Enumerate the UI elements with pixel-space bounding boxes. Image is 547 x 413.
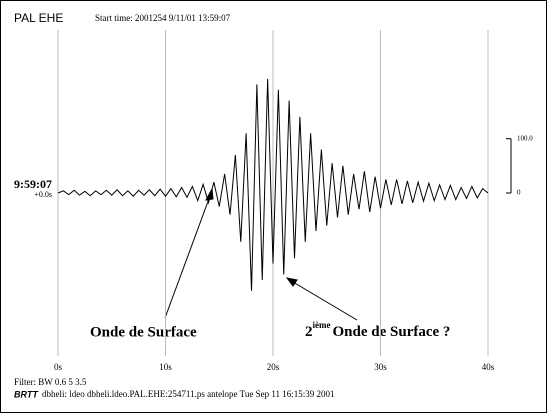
annotation: Onde de Surface (90, 324, 197, 340)
annotation: 2ième Onde de Surface ? (305, 320, 450, 340)
arrow (164, 195, 211, 319)
annotation-number: 2 (305, 324, 313, 340)
scale-label: 100.0 (517, 134, 533, 142)
start-time: Start time: 2001254 9/11/01 13:59:07 (95, 13, 231, 23)
annotation-superscript: ième (313, 320, 331, 330)
brtt: BRTT (14, 389, 39, 399)
x-tick-label: 10s (159, 362, 172, 372)
scale-label: 0 (517, 189, 521, 197)
arrows (164, 187, 358, 321)
x-tick-label: 20s (267, 362, 280, 372)
arrowhead (285, 277, 298, 287)
x-tick-label: 40s (482, 362, 495, 372)
x-tick-label: 0s (54, 362, 63, 372)
start-label: 9:59:07 (14, 177, 52, 191)
offset-label: +0.0s (34, 190, 52, 199)
filter: Filter: BW 0.6 5 3.5 (14, 377, 87, 387)
x-tick-label: 30s (374, 362, 387, 372)
footer-info: dbheli: ldeo dbheli.ldeo.PAL.EHE:254711.… (42, 389, 335, 399)
annotation-text: Onde de Surface ? (333, 324, 451, 340)
arrow (292, 281, 358, 321)
trace (57, 78, 489, 291)
station-title: PAL EHE (14, 11, 63, 25)
